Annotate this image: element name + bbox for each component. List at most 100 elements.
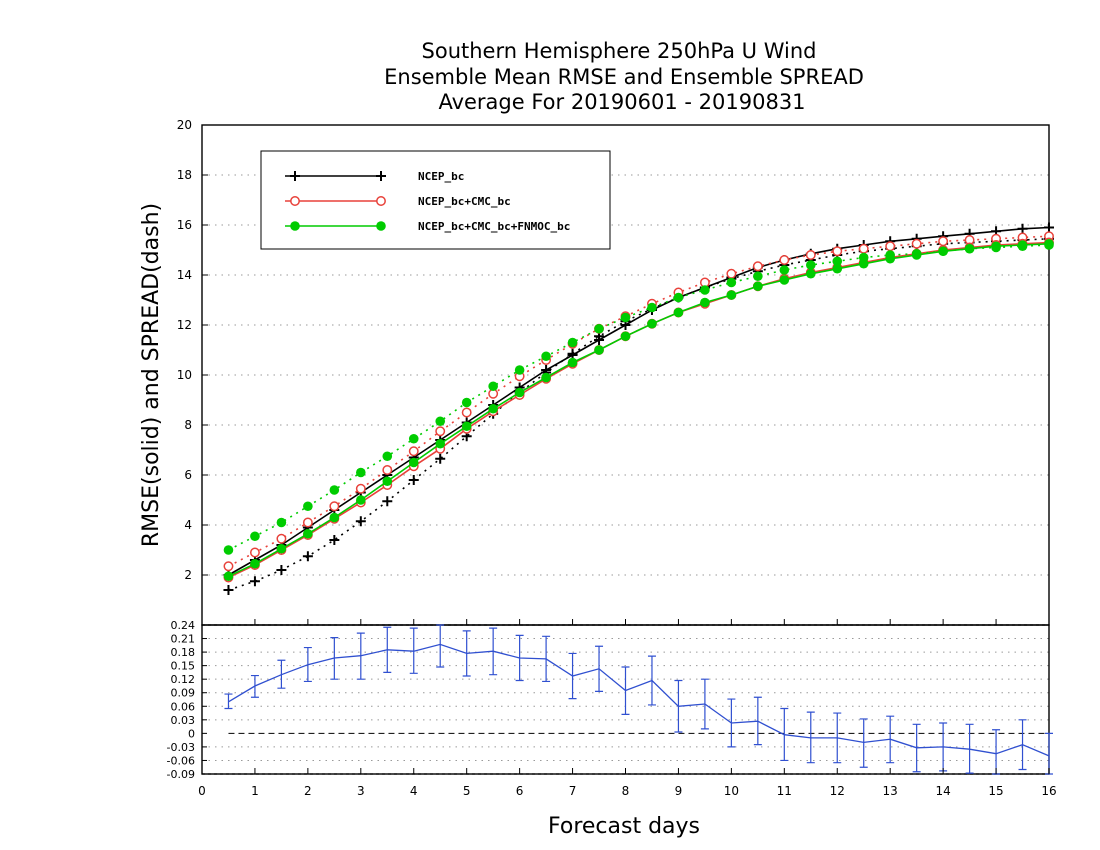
spread-point bbox=[567, 337, 578, 348]
spread-point bbox=[435, 426, 446, 437]
spread-point bbox=[832, 246, 843, 257]
spread-point bbox=[435, 453, 446, 464]
error-bar bbox=[753, 696, 762, 746]
legend-marker bbox=[290, 196, 300, 206]
rmse-point bbox=[461, 421, 472, 432]
rmse-line bbox=[228, 226, 1050, 576]
spread-point bbox=[382, 465, 393, 475]
series-ncep-bc-cmc-bc bbox=[223, 231, 1054, 583]
rmse-point bbox=[514, 387, 525, 398]
x-tick-label: 12 bbox=[830, 784, 845, 798]
x-tick-label: 10 bbox=[724, 784, 739, 798]
x-tick-label: 3 bbox=[357, 784, 365, 798]
spread-point bbox=[408, 475, 419, 485]
spread-point bbox=[355, 516, 366, 527]
spread-point bbox=[805, 260, 816, 270]
spread-point bbox=[408, 446, 419, 457]
error-bar bbox=[647, 655, 656, 706]
spread-point bbox=[488, 381, 498, 392]
main-y-tick-label: 18 bbox=[177, 168, 192, 182]
main-y-tick-label: 14 bbox=[177, 268, 192, 282]
spread-point bbox=[329, 535, 340, 545]
x-tick-label: 6 bbox=[516, 784, 524, 798]
error-bar bbox=[356, 632, 365, 680]
spread-point bbox=[726, 277, 737, 288]
legend-label: NCEP_bc bbox=[418, 170, 464, 183]
x-tick-label: 11 bbox=[777, 784, 792, 798]
legend-marker bbox=[290, 171, 300, 181]
diff-y-tick-label: 0.12 bbox=[171, 673, 196, 686]
series-ncep-bc-cmc-bc-fnmoc-bc bbox=[223, 238, 1054, 582]
chart-title-line-2: Ensemble Mean RMSE and Ensemble SPREAD bbox=[384, 65, 864, 89]
rmse-point bbox=[303, 528, 313, 539]
spread-point bbox=[700, 285, 710, 295]
spread-line bbox=[228, 235, 1050, 568]
rmse-point bbox=[911, 250, 922, 260]
spread-point bbox=[302, 551, 313, 562]
x-tick-label: 9 bbox=[675, 784, 683, 798]
spread-point bbox=[356, 467, 366, 478]
rmse-point bbox=[700, 297, 710, 308]
spread-point bbox=[223, 545, 234, 555]
rmse-point bbox=[488, 403, 498, 414]
spread-point bbox=[673, 292, 684, 303]
spread-point bbox=[753, 271, 763, 282]
diff-y-tick-label: -0.09 bbox=[167, 768, 195, 781]
diff-y-axis-ticks: 0.240.210.180.150.120.090.060.030-0.03-0… bbox=[167, 619, 207, 781]
legend-marker bbox=[290, 221, 300, 231]
error-bar bbox=[330, 637, 339, 680]
spread-point bbox=[249, 576, 260, 587]
diff-series bbox=[224, 624, 1053, 775]
diff-y-tick-label: 0.09 bbox=[171, 687, 196, 700]
rmse-point bbox=[938, 246, 948, 257]
spread-point bbox=[223, 585, 234, 595]
spread-point bbox=[249, 547, 260, 558]
x-axis-label: Forecast days bbox=[548, 814, 700, 839]
spread-point bbox=[832, 256, 843, 267]
error-bar bbox=[806, 711, 815, 764]
chart-title-line-3: Average For 20190601 - 20190831 bbox=[438, 90, 805, 114]
spread-point bbox=[461, 397, 472, 408]
rmse-point bbox=[435, 438, 446, 449]
diff-y-tick-label: 0.03 bbox=[171, 714, 196, 727]
error-bar bbox=[250, 674, 259, 698]
rmse-point bbox=[567, 357, 578, 368]
chart-title: Southern Hemisphere 250hPa U Wind Ensemb… bbox=[384, 39, 864, 114]
diff-y-tick-label: -0.06 bbox=[167, 754, 195, 767]
error-bar bbox=[780, 707, 789, 762]
error-bar bbox=[383, 626, 392, 674]
spread-point bbox=[938, 236, 949, 247]
diff-y-tick-label: 0.15 bbox=[171, 660, 196, 673]
diff-series-group bbox=[224, 624, 1053, 775]
spread-point bbox=[647, 302, 657, 313]
main-y-tick-label: 4 bbox=[184, 518, 192, 532]
diff-y-tick-label: 0.18 bbox=[171, 646, 196, 659]
error-bar bbox=[621, 666, 630, 715]
x-tick-label: 14 bbox=[935, 784, 950, 798]
spread-point bbox=[355, 483, 366, 494]
error-bar bbox=[965, 723, 974, 774]
rmse-point bbox=[223, 571, 234, 582]
error-bar bbox=[1045, 732, 1053, 775]
spread-point bbox=[408, 433, 419, 444]
error-bar bbox=[700, 678, 709, 730]
spread-point bbox=[329, 501, 340, 512]
spread-point bbox=[303, 501, 313, 512]
rmse-line bbox=[228, 243, 1050, 578]
diff-y-tick-label: -0.03 bbox=[167, 741, 195, 754]
diff-y-tick-label: 0.24 bbox=[171, 619, 196, 632]
rmse-point bbox=[885, 253, 895, 264]
rmse-point bbox=[541, 372, 551, 383]
spread-point bbox=[594, 323, 604, 334]
rmse-point bbox=[779, 275, 790, 285]
spread-point bbox=[276, 565, 287, 575]
error-bar bbox=[727, 698, 736, 748]
spread-point bbox=[276, 517, 287, 528]
x-tick-label: 15 bbox=[988, 784, 1003, 798]
rmse-point bbox=[1044, 238, 1054, 249]
error-bar bbox=[568, 652, 577, 700]
main-y-tick-label: 2 bbox=[184, 568, 192, 582]
spread-line bbox=[228, 238, 1050, 591]
x-tick-label: 4 bbox=[410, 784, 418, 798]
spread-line bbox=[228, 244, 1050, 551]
